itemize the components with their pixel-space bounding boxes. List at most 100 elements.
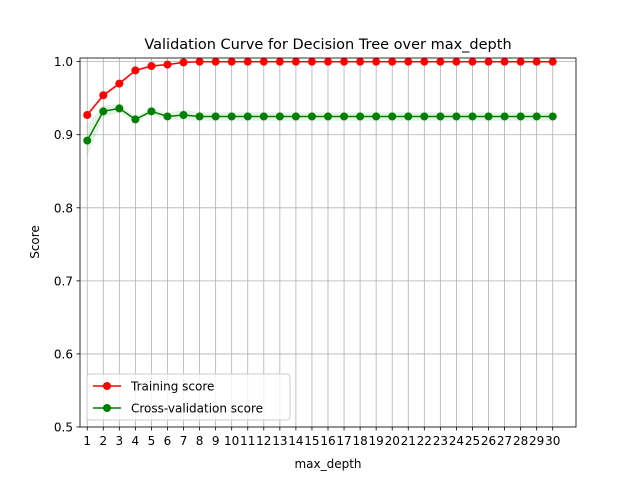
data-point: [356, 57, 365, 66]
legend-swatch-marker: [103, 404, 111, 412]
y-axis-label: Score: [28, 225, 42, 259]
data-point: [372, 112, 381, 121]
x-tick-label: 2: [99, 434, 107, 448]
series-line-0: [86, 60, 553, 116]
data-point: [307, 112, 316, 121]
data-point: [211, 112, 220, 121]
data-point: [243, 57, 252, 66]
data-point: [195, 112, 204, 121]
data-point: [83, 136, 92, 145]
x-tick-label: 5: [148, 434, 156, 448]
data-point: [500, 57, 509, 66]
data-point: [259, 112, 268, 121]
data-point: [131, 66, 140, 75]
y-tick-label: 1.0: [54, 55, 73, 69]
y-tick-label: 0.7: [54, 274, 73, 288]
std-band-1: [87, 104, 553, 157]
x-tick-label: 27: [497, 434, 512, 448]
legend-label: Cross-validation score: [131, 402, 263, 416]
std-band-0: [87, 61, 553, 118]
legend-label: Training score: [130, 380, 214, 394]
data-point: [548, 57, 557, 66]
data-point: [340, 112, 349, 121]
y-tick-label: 0.9: [54, 128, 73, 142]
data-point: [404, 112, 413, 121]
x-tick-label: 16: [320, 434, 335, 448]
x-tick-label: 11: [240, 434, 255, 448]
legend: Training score Cross-validation score: [86, 373, 291, 421]
data-point: [147, 107, 156, 116]
x-tick-label: 22: [417, 434, 432, 448]
x-tick-label: 8: [196, 434, 204, 448]
data-point: [548, 112, 557, 121]
x-axis-label: max_depth: [294, 457, 361, 471]
data-point: [324, 57, 332, 66]
data-point: [115, 79, 124, 88]
legend-box: [86, 373, 291, 421]
x-tick-label: 7: [180, 434, 188, 448]
data-point: [131, 115, 140, 124]
x-tick-label: 20: [385, 434, 400, 448]
data-point: [484, 57, 493, 66]
data-point: [99, 107, 108, 116]
data-point: [404, 57, 413, 66]
data-point: [147, 62, 156, 71]
y-tick-label: 0.6: [54, 347, 73, 361]
x-tick-label: 9: [212, 434, 220, 448]
x-tick-label: 19: [369, 434, 384, 448]
data-point: [227, 57, 236, 66]
x-tick-label: 25: [465, 434, 480, 448]
data-point: [227, 112, 236, 121]
x-tick-label: 28: [513, 434, 528, 448]
x-tick-label: 24: [449, 434, 464, 448]
data-point: [99, 91, 108, 100]
y-axis-ticks: 0.5 0.6 0.7 0.8 0.9 1.0: [54, 55, 80, 435]
series-markers: [83, 57, 557, 145]
data-point: [243, 112, 252, 121]
data-point: [307, 57, 316, 66]
data-point: [340, 57, 349, 66]
data-point: [275, 57, 284, 66]
data-point: [452, 57, 461, 66]
data-point: [532, 112, 541, 121]
x-tick-label: 18: [352, 434, 367, 448]
data-point: [372, 57, 381, 66]
data-point: [420, 57, 429, 66]
data-point: [291, 112, 300, 121]
data-point: [484, 112, 493, 121]
data-point: [468, 57, 477, 66]
x-tick-label: 12: [256, 434, 271, 448]
data-point: [500, 112, 509, 121]
x-tick-label: 17: [336, 434, 351, 448]
data-point: [516, 57, 525, 66]
data-point: [324, 112, 332, 121]
x-tick-label: 23: [433, 434, 448, 448]
x-axis-ticks: 1 2 3 4 5 6 7 8 9 10 11 12 13 14 15 16 17 18 19 20 21 22 23 24 2…: [83, 427, 560, 448]
chart-title: Validation Curve for Decision Tree over …: [144, 37, 511, 53]
x-tick-label: 29: [529, 434, 544, 448]
x-tick-label: 6: [164, 434, 172, 448]
data-point: [179, 110, 188, 119]
data-point: [275, 112, 284, 121]
data-point: [420, 112, 429, 121]
y-tick-label: 0.8: [54, 201, 73, 215]
data-point: [163, 112, 172, 121]
x-tick-label: 26: [481, 434, 496, 448]
x-tick-label: 14: [288, 434, 303, 448]
data-point: [388, 57, 397, 66]
x-tick-label: 30: [545, 434, 560, 448]
data-point: [83, 110, 92, 119]
x-tick-label: 21: [401, 434, 416, 448]
y-tick-label: 0.5: [54, 421, 73, 435]
data-point: [211, 57, 220, 66]
x-tick-label: 15: [304, 434, 319, 448]
x-tick-label: 1: [83, 434, 91, 448]
data-point: [179, 58, 188, 67]
series-lines: [86, 60, 553, 141]
legend-swatch-marker: [103, 382, 111, 390]
data-point: [436, 57, 445, 66]
data-point: [468, 112, 477, 121]
data-point: [163, 60, 172, 69]
data-point: [436, 112, 445, 121]
